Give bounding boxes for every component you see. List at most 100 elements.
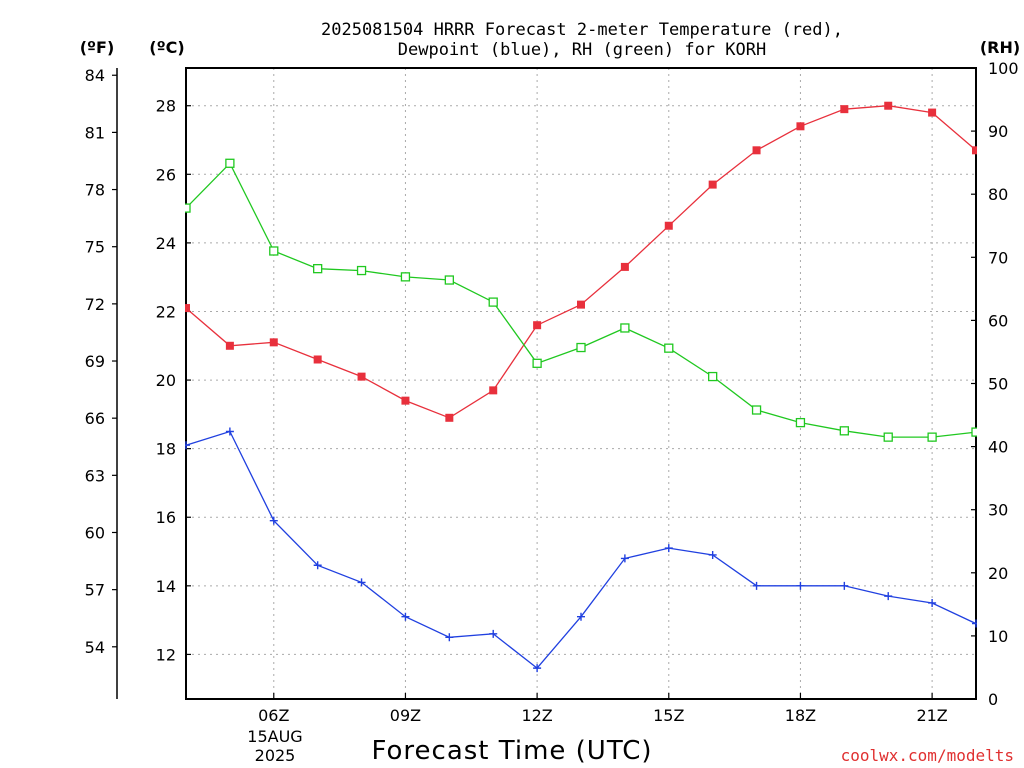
dewpoint-point — [357, 578, 366, 587]
dewpoint-point — [796, 581, 805, 590]
rh-series-line — [185, 162, 977, 438]
rh-point — [839, 426, 849, 436]
x-tick-label: 21Z — [916, 706, 947, 725]
celsius-tick-label: 22 — [156, 302, 176, 321]
temperature-point — [185, 304, 190, 313]
unit-fahrenheit-label: (ºF) — [80, 38, 115, 57]
x-tick-label: 18Z — [785, 706, 816, 725]
rh-point — [532, 358, 542, 368]
rh-point — [444, 275, 454, 285]
rh-point — [795, 417, 806, 428]
tick-labels: 54 57 60 63 66 69 72 75 78 81 84 12 14 16 18 20 22 24 26 28… — [85, 59, 1019, 725]
rh-point — [225, 158, 235, 168]
dewpoint-point — [664, 544, 673, 553]
rh-tick-label: 30 — [988, 501, 1008, 520]
dewpoint-point — [972, 619, 977, 628]
dewpoint-point — [577, 612, 585, 621]
temperature-point — [313, 355, 322, 364]
chart-title-line2: Dewpoint (blue), RH (green) for KORH — [398, 40, 766, 60]
celsius-tick-label: 26 — [156, 165, 176, 184]
temperature-point — [884, 101, 893, 110]
temperature-series-line — [185, 105, 977, 419]
x-tick-label: 15Z — [653, 706, 684, 725]
rh-tick-label: 70 — [988, 248, 1008, 267]
x-tick-label: 06Z — [258, 706, 289, 725]
rh-point — [751, 405, 762, 415]
dewpoint-point — [620, 554, 629, 563]
temperature-point — [225, 341, 234, 350]
temperature-point — [445, 413, 454, 422]
fahrenheit-tick-label: 72 — [85, 295, 105, 314]
unit-celsius-label: (ºC) — [149, 38, 184, 57]
rh-point — [971, 427, 977, 437]
dewpoint-point — [269, 516, 278, 525]
rh-tick-label: 80 — [988, 185, 1008, 204]
x-axis-label: Forecast Time (UTC) — [371, 736, 652, 766]
celsius-tick-label: 20 — [156, 371, 176, 390]
celsius-tick-label: 12 — [156, 645, 176, 664]
celsius-tick-label: 18 — [156, 440, 176, 459]
rh-point — [927, 432, 937, 442]
fahrenheit-tick-label: 66 — [85, 409, 105, 428]
fahrenheit-tick-label: 69 — [85, 352, 105, 371]
series-layer — [185, 101, 977, 673]
fahrenheit-tick-label: 78 — [85, 181, 105, 200]
rh-tick-label: 60 — [988, 311, 1008, 330]
fahrenheit-tick-label: 84 — [85, 66, 105, 85]
fahrenheit-tick-label: 63 — [85, 466, 105, 485]
unit-rh-label: (RH) — [980, 38, 1020, 57]
temperature-point — [533, 321, 542, 330]
rh-point — [400, 272, 411, 282]
dewpoint-point — [185, 441, 190, 450]
fahrenheit-tick-label: 54 — [85, 638, 105, 657]
temperature-point — [269, 338, 278, 347]
credit-link[interactable]: coolwx.com/modelts — [841, 746, 1014, 765]
date-label-year: 2025 — [255, 746, 296, 765]
rh-tick-label: 10 — [988, 627, 1008, 646]
temperature-point — [972, 146, 977, 155]
temperature-point — [840, 105, 849, 114]
axes — [112, 67, 977, 700]
celsius-tick-label: 14 — [156, 577, 176, 596]
fahrenheit-tick-label: 81 — [85, 123, 105, 142]
date-label-day: 15AUG — [247, 727, 302, 746]
rh-tick-label: 50 — [988, 375, 1008, 394]
temperature-point — [489, 386, 498, 395]
dewpoint-point — [884, 592, 893, 601]
dewpoint-point — [533, 664, 542, 673]
rh-point — [269, 246, 279, 256]
rh-point — [185, 203, 191, 213]
temperature-point — [796, 122, 805, 131]
celsius-tick-label: 24 — [156, 234, 176, 253]
rh-point — [488, 297, 498, 307]
dewpoint-point — [401, 612, 410, 621]
rh-tick-label: 100 — [988, 59, 1019, 78]
celsius-tick-label: 28 — [156, 97, 176, 116]
dewpoint-point — [708, 550, 717, 559]
fahrenheit-tick-label: 60 — [85, 523, 105, 542]
rh-point — [356, 265, 367, 276]
dewpoint-point — [445, 633, 454, 642]
celsius-tick-label: 16 — [156, 508, 176, 527]
rh-tick-label: 40 — [988, 438, 1008, 457]
dewpoint-point — [489, 629, 498, 638]
chart-title-line1: 2025081504 HRRR Forecast 2-meter Tempera… — [321, 20, 843, 40]
rh-tick-label: 20 — [988, 564, 1008, 583]
dewpoint-point — [928, 598, 937, 607]
dewpoint-point — [840, 581, 849, 590]
dewpoint-point — [225, 427, 234, 436]
plot-frame — [185, 67, 977, 700]
temperature-point — [577, 300, 585, 309]
temperature-point — [928, 108, 937, 117]
grid-lines — [186, 68, 976, 699]
dewpoint-series-line — [185, 430, 977, 669]
fahrenheit-tick-label: 75 — [85, 238, 105, 257]
x-tick-label: 12Z — [521, 706, 552, 725]
rh-point — [620, 323, 630, 333]
rh-point — [313, 264, 323, 274]
dewpoint-point — [752, 581, 761, 590]
x-tick-label: 09Z — [390, 706, 421, 725]
rh-point — [883, 432, 893, 442]
fahrenheit-tick-label: 57 — [85, 581, 105, 600]
